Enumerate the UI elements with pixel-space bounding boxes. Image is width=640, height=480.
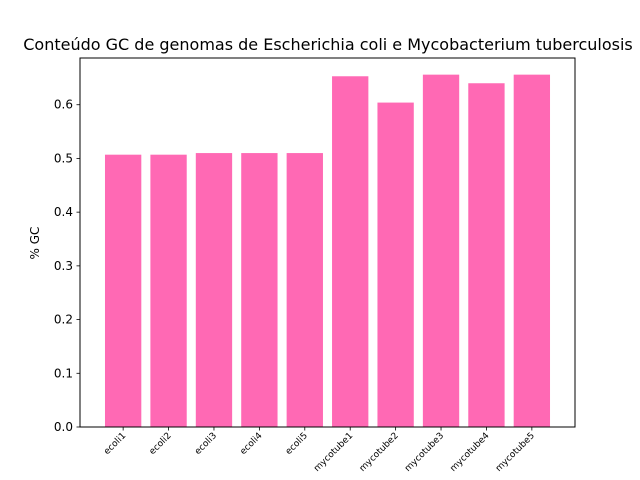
x-tick-label: mycotube1 — [312, 431, 355, 474]
y-tick-label: 0.5 — [54, 151, 73, 165]
x-tick-label: ecoli1 — [102, 431, 128, 457]
x-tick-label: mycotube5 — [494, 431, 537, 474]
x-tick-label: mycotube2 — [358, 431, 401, 474]
x-tick-label: mycotube3 — [403, 431, 446, 474]
y-tick-label: 0.4 — [54, 205, 73, 219]
bar-ecoli3 — [195, 153, 233, 427]
bar-ecoli2 — [150, 154, 187, 428]
chart-title: Conteúdo GC de genomas de Escherichia co… — [23, 35, 632, 54]
y-axis-label: % GC — [28, 227, 42, 260]
plot-area-frame — [79, 57, 576, 428]
bars-group — [104, 74, 551, 428]
bar-mycotube5 — [513, 74, 551, 427]
x-axis-ticks: ecoli1 ecoli2 ecoli3 ecoli4 ecoli5 mycotube1 m… — [102, 427, 537, 474]
bar-mycotube4 — [468, 83, 505, 428]
y-tick-label: 0.6 — [54, 98, 73, 112]
bar-mycotube3 — [422, 74, 460, 427]
y-axis-ticks: 0.0 0.1 0.2 0.3 0.4 0.5 0.6 — [54, 98, 80, 434]
x-tick-label: ecoli5 — [284, 431, 310, 457]
y-tick-label: 0.0 — [54, 420, 73, 434]
x-tick-label: ecoli3 — [193, 431, 219, 457]
bar-mycotube2 — [377, 102, 414, 428]
x-tick-label: ecoli2 — [148, 431, 174, 457]
x-tick-label: mycotube4 — [449, 431, 492, 474]
y-tick-label: 0.2 — [54, 313, 73, 327]
y-tick-label: 0.1 — [54, 366, 73, 380]
bar-ecoli4 — [241, 153, 278, 427]
bar-ecoli5 — [286, 153, 323, 427]
bar-ecoli1 — [104, 154, 142, 428]
x-tick-label: ecoli4 — [239, 431, 265, 457]
y-tick-label: 0.3 — [54, 259, 73, 273]
bar-mycotube1 — [332, 76, 369, 427]
